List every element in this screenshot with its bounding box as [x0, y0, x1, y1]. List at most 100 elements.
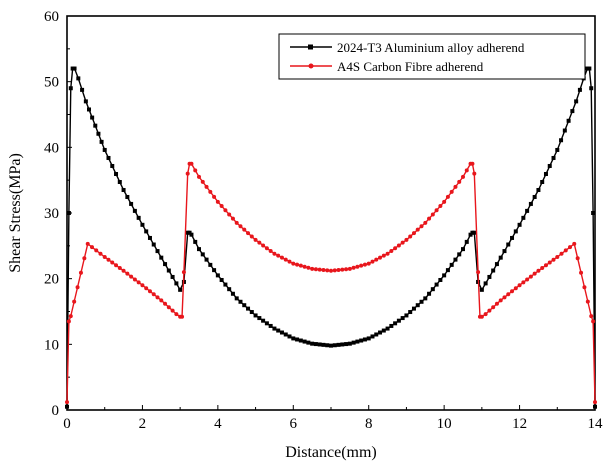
data-point	[215, 199, 220, 204]
data-point	[298, 338, 303, 343]
data-point	[453, 257, 458, 262]
data-point	[551, 257, 556, 262]
data-point	[574, 99, 579, 104]
series-2	[65, 161, 597, 405]
data-point	[114, 171, 119, 176]
y-tick-label: 10	[44, 337, 59, 353]
data-point	[155, 249, 160, 254]
data-point	[76, 76, 81, 81]
data-point	[144, 229, 149, 234]
data-point	[381, 328, 386, 333]
data-point	[427, 291, 432, 296]
data-point	[442, 273, 447, 278]
data-point	[272, 251, 277, 256]
data-point	[589, 314, 594, 319]
data-point	[246, 231, 251, 236]
data-point	[197, 247, 201, 252]
data-point	[151, 292, 156, 297]
data-point	[234, 296, 239, 301]
data-point	[427, 216, 432, 221]
data-point	[264, 321, 269, 326]
data-point	[453, 184, 458, 189]
data-point	[306, 265, 311, 270]
data-point	[68, 86, 73, 91]
x-tick-label: 6	[290, 416, 298, 432]
data-point	[521, 215, 526, 220]
data-point	[234, 220, 239, 225]
data-point	[93, 123, 98, 128]
data-point	[117, 266, 122, 271]
series-line	[66, 67, 596, 407]
data-point	[378, 255, 383, 260]
data-point	[306, 340, 311, 345]
data-point	[396, 318, 401, 323]
y-tick-label: 0	[52, 403, 60, 419]
data-point	[230, 291, 235, 296]
y-tick-label: 60	[44, 9, 59, 25]
data-point	[430, 287, 435, 292]
data-point	[366, 261, 371, 266]
data-point	[579, 270, 584, 275]
data-point	[359, 263, 364, 268]
data-point	[94, 248, 99, 253]
data-point	[555, 147, 560, 152]
data-point	[75, 285, 80, 290]
data-point	[404, 313, 409, 318]
data-point	[291, 336, 296, 341]
data-point	[449, 262, 454, 267]
data-point	[483, 312, 488, 317]
data-point	[528, 201, 533, 206]
data-point	[66, 211, 71, 215]
data-point	[329, 343, 333, 348]
data-point	[125, 271, 130, 276]
data-point	[464, 239, 469, 244]
data-point	[253, 237, 258, 242]
data-point	[65, 400, 69, 405]
data-point	[268, 248, 273, 253]
data-point	[461, 174, 465, 179]
data-point	[434, 282, 439, 287]
data-point	[302, 264, 307, 269]
data-point	[593, 404, 597, 409]
data-point	[83, 99, 88, 104]
data-point	[374, 257, 379, 262]
series-1	[65, 66, 597, 409]
data-point	[389, 248, 394, 253]
data-point	[82, 256, 87, 261]
data-point	[332, 268, 337, 273]
data-point	[147, 289, 152, 294]
legend-label: 2024-T3 Aluminium alloy adherend	[337, 40, 525, 55]
data-point	[494, 301, 499, 306]
data-point	[445, 194, 450, 199]
data-point	[287, 259, 292, 264]
y-tick-label: 40	[44, 140, 59, 156]
data-point	[276, 253, 281, 258]
data-point	[129, 274, 134, 279]
x-tick-label: 14	[588, 416, 603, 432]
data-point	[125, 194, 130, 199]
data-point	[189, 232, 194, 237]
data-point	[591, 211, 596, 215]
data-point	[362, 337, 367, 342]
data-point	[283, 257, 288, 262]
data-point	[170, 308, 175, 313]
data-point	[321, 267, 326, 272]
legend-label: A4S Carbon Fibre adherend	[337, 59, 484, 74]
data-point	[351, 265, 356, 270]
data-point	[249, 234, 254, 239]
data-point	[140, 283, 145, 288]
y-tick-label: 20	[44, 272, 59, 288]
data-point	[359, 338, 364, 343]
data-point	[408, 310, 413, 315]
data-point	[268, 323, 273, 328]
data-point	[246, 306, 251, 311]
data-point	[295, 262, 300, 267]
data-point	[170, 274, 175, 279]
data-point	[591, 319, 596, 324]
data-point	[102, 147, 107, 152]
data-point	[461, 247, 465, 252]
data-point	[80, 87, 85, 92]
data-point	[212, 194, 217, 199]
data-point	[470, 161, 475, 166]
data-point	[393, 246, 398, 251]
